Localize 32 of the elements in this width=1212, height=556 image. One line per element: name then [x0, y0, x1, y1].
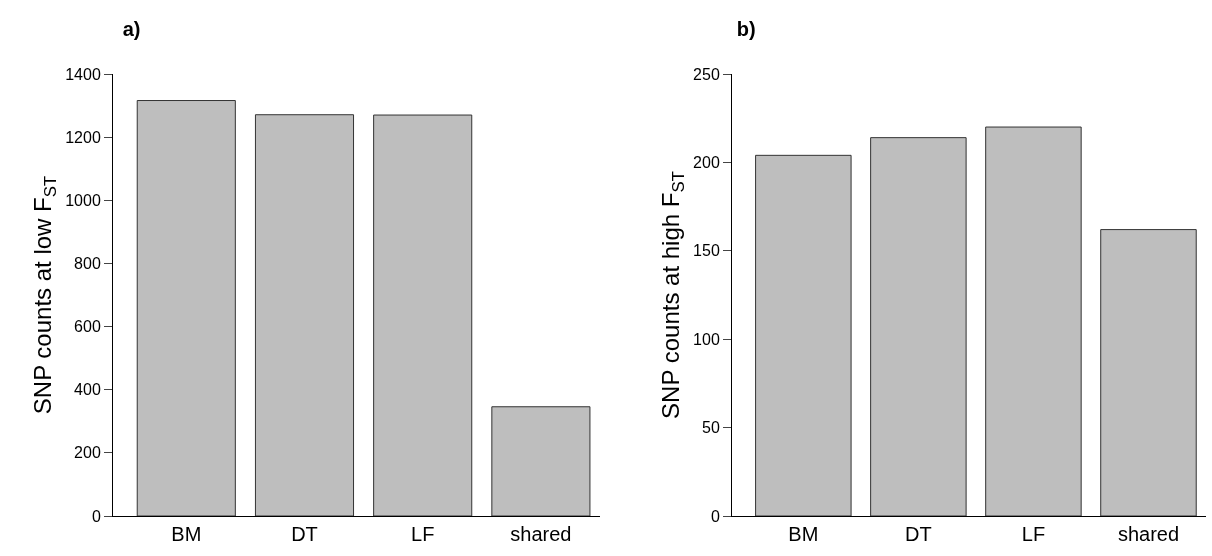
bar	[755, 154, 852, 516]
bar	[985, 126, 1082, 516]
y-tick-label: 0	[91, 507, 101, 525]
x-tick-label: shared	[1117, 523, 1180, 545]
x-tick-label: BM	[788, 523, 819, 545]
y-tick-label: 400	[74, 381, 101, 399]
x-tick-label: DT	[905, 523, 932, 545]
y-tick-label: 1000	[65, 191, 101, 209]
x-tick-label: LF	[411, 523, 435, 545]
bar	[1100, 229, 1197, 516]
y-tick-label: 50	[702, 419, 720, 437]
y-tick-label: 1400	[65, 65, 101, 83]
bar	[491, 406, 591, 516]
y-tick-label: 600	[74, 318, 101, 336]
bar	[136, 100, 236, 516]
y-tick-label: 150	[693, 242, 720, 260]
y-tick-label: 800	[74, 255, 101, 273]
y-tick-label: 200	[693, 154, 720, 171]
x-tick-label: LF	[1021, 523, 1046, 545]
bar	[254, 114, 355, 516]
x-tick-label: DT	[291, 523, 318, 545]
bar	[870, 137, 967, 516]
y-tick-label: 0	[710, 507, 720, 525]
x-tick-label: shared	[510, 523, 572, 545]
chart-title: a)	[122, 18, 141, 41]
y-tick-label: 200	[74, 444, 101, 462]
y-tick-label: 100	[693, 330, 720, 348]
chart-title: b)	[736, 18, 756, 41]
bar	[373, 114, 473, 516]
y-tick-label: 1200	[65, 128, 101, 146]
y-tick-label: 250	[693, 65, 720, 83]
x-tick-label: BM	[171, 523, 202, 545]
